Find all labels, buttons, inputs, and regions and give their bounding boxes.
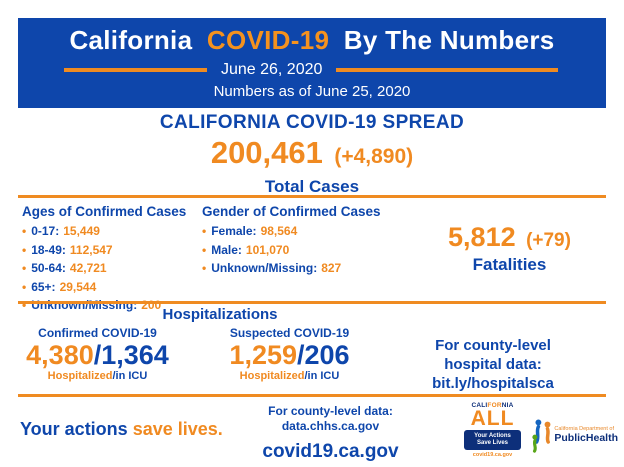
page-title: California COVID-19 By The Numbers <box>18 25 606 56</box>
date-row: June 26, 2020 <box>64 61 558 79</box>
divider-line <box>18 301 606 304</box>
confirmed-title: Confirmed COVID-19 <box>38 326 157 340</box>
list-item: • 0-17: 15,449 <box>22 224 100 238</box>
divider-line <box>18 394 606 397</box>
list-item: • Female: 98,564 <box>202 224 298 238</box>
list-item: • 18-49: 112,547 <box>22 242 113 257</box>
gender-list: • Female: 98,564 • Male: 101,070 • Unknown/Mi… <box>202 222 417 278</box>
bullet-icon: • <box>22 298 27 312</box>
header-banner: California COVID-19 By The Numbers June … <box>18 18 606 108</box>
covid19-site-link: covid19.ca.gov <box>262 441 399 462</box>
title-by-the-numbers: By The Numbers <box>343 25 555 55</box>
fatalities-label: Fatalities <box>472 255 547 274</box>
hospitalizations-row: Confirmed COVID-19 4,380/1,364 Hospitali… <box>20 326 604 393</box>
report-date: June 26, 2020 <box>220 61 323 78</box>
footer-links: For county-level data: data.chhs.ca.gov … <box>238 404 423 463</box>
california-all-url: covid19.ca.gov <box>472 452 513 458</box>
suspected-hospitalizations: Suspected COVID-19 1,259/206 Hospitalize… <box>197 326 382 393</box>
bullet-icon: • <box>22 279 27 294</box>
spread-section: CALIFORNIA COVID-19 SPREAD 200,461 (+4,8… <box>0 112 624 197</box>
california-all-logo: CALIFORNIA ALL Your Actions Save Lives c… <box>464 402 521 458</box>
divider-line <box>18 195 606 198</box>
slogan: Your actions save lives. <box>20 419 223 439</box>
county-hospital-note: For county-level hospital data: bit.ly/h… <box>382 326 604 393</box>
right-rule <box>336 68 558 72</box>
california-all-tagline: Your Actions Save Lives <box>464 430 521 450</box>
cdph-logo: California Department of PublicHealth <box>530 410 618 460</box>
title-covid19: COVID-19 <box>206 25 330 55</box>
hospitalizations-heading: Hospitalizations <box>162 306 278 323</box>
suspected-numbers: 1,259/206 <box>229 340 350 370</box>
suspected-title: Suspected COVID-19 <box>229 326 350 340</box>
bullet-icon: • <box>22 224 27 238</box>
ages-heading: Ages of Confirmed Cases <box>22 204 187 219</box>
spread-heading: CALIFORNIA COVID-19 SPREAD <box>159 112 465 133</box>
left-rule <box>64 68 207 72</box>
gender-panel: Gender of Confirmed Cases • Female: 98,564… <box>202 204 417 315</box>
bullet-icon: • <box>202 261 207 275</box>
list-item: • Unknown/Missing: 827 <box>202 261 342 275</box>
ages-panel: Ages of Confirmed Cases • 0-17: 15,449 • 18… <box>22 204 202 315</box>
title-california: California <box>69 25 193 55</box>
total-cases-label: Total Cases <box>264 177 360 196</box>
california-all-all: ALL <box>470 407 515 430</box>
list-item: • 50-64: 42,721 <box>22 261 107 275</box>
fatalities-panel: 5,812 (+79) Fatalities <box>417 204 602 315</box>
suspected-caption: Hospitalized/in ICU <box>239 370 340 382</box>
list-item: • 65+: 29,544 <box>22 279 97 294</box>
california-all-wordmark: CALIFORNIA <box>471 402 514 409</box>
confirmed-numbers: 4,380/1,364 <box>26 340 169 370</box>
county-data-label: For county-level data: <box>268 404 393 418</box>
bullet-icon: • <box>202 224 207 238</box>
county-data-link: data.chhs.ca.gov <box>281 419 380 433</box>
fatalities-number: 5,812 (+79) <box>417 222 602 253</box>
fatalities-change: (+79) <box>526 230 571 251</box>
list-item: • Male: 101,070 <box>202 242 290 257</box>
footer: Your actions save lives. For county-level… <box>0 397 624 467</box>
footer-logos: CALIFORNIA ALL Your Actions Save Lives c… <box>464 402 618 460</box>
stats-section: Ages of Confirmed Cases • 0-17: 15,449 • 18… <box>22 204 602 315</box>
hospital-data-link: bit.ly/hospitalsca <box>432 375 554 392</box>
cdph-figures-icon <box>532 419 551 453</box>
fatalities-value: 5,812 <box>448 222 516 252</box>
total-cases: 200,461 (+4,890) <box>0 136 624 176</box>
cdph-wordmark: California Department of PublicHealth <box>554 426 618 444</box>
confirmed-caption: Hospitalized/in ICU <box>47 370 148 382</box>
bullet-icon: • <box>22 242 27 257</box>
total-cases-value: 200,461 <box>210 135 323 170</box>
as-of-date: Numbers as of June 25, 2020 <box>213 83 411 100</box>
confirmed-hospitalizations: Confirmed COVID-19 4,380/1,364 Hospitali… <box>20 326 175 393</box>
total-cases-change: (+4,890) <box>334 145 414 168</box>
bullet-icon: • <box>22 261 27 275</box>
bullet-icon: • <box>202 242 207 257</box>
gender-heading: Gender of Confirmed Cases <box>202 204 381 219</box>
hospitalizations-section: Hospitalizations Confirmed COVID-19 4,38… <box>20 306 604 393</box>
